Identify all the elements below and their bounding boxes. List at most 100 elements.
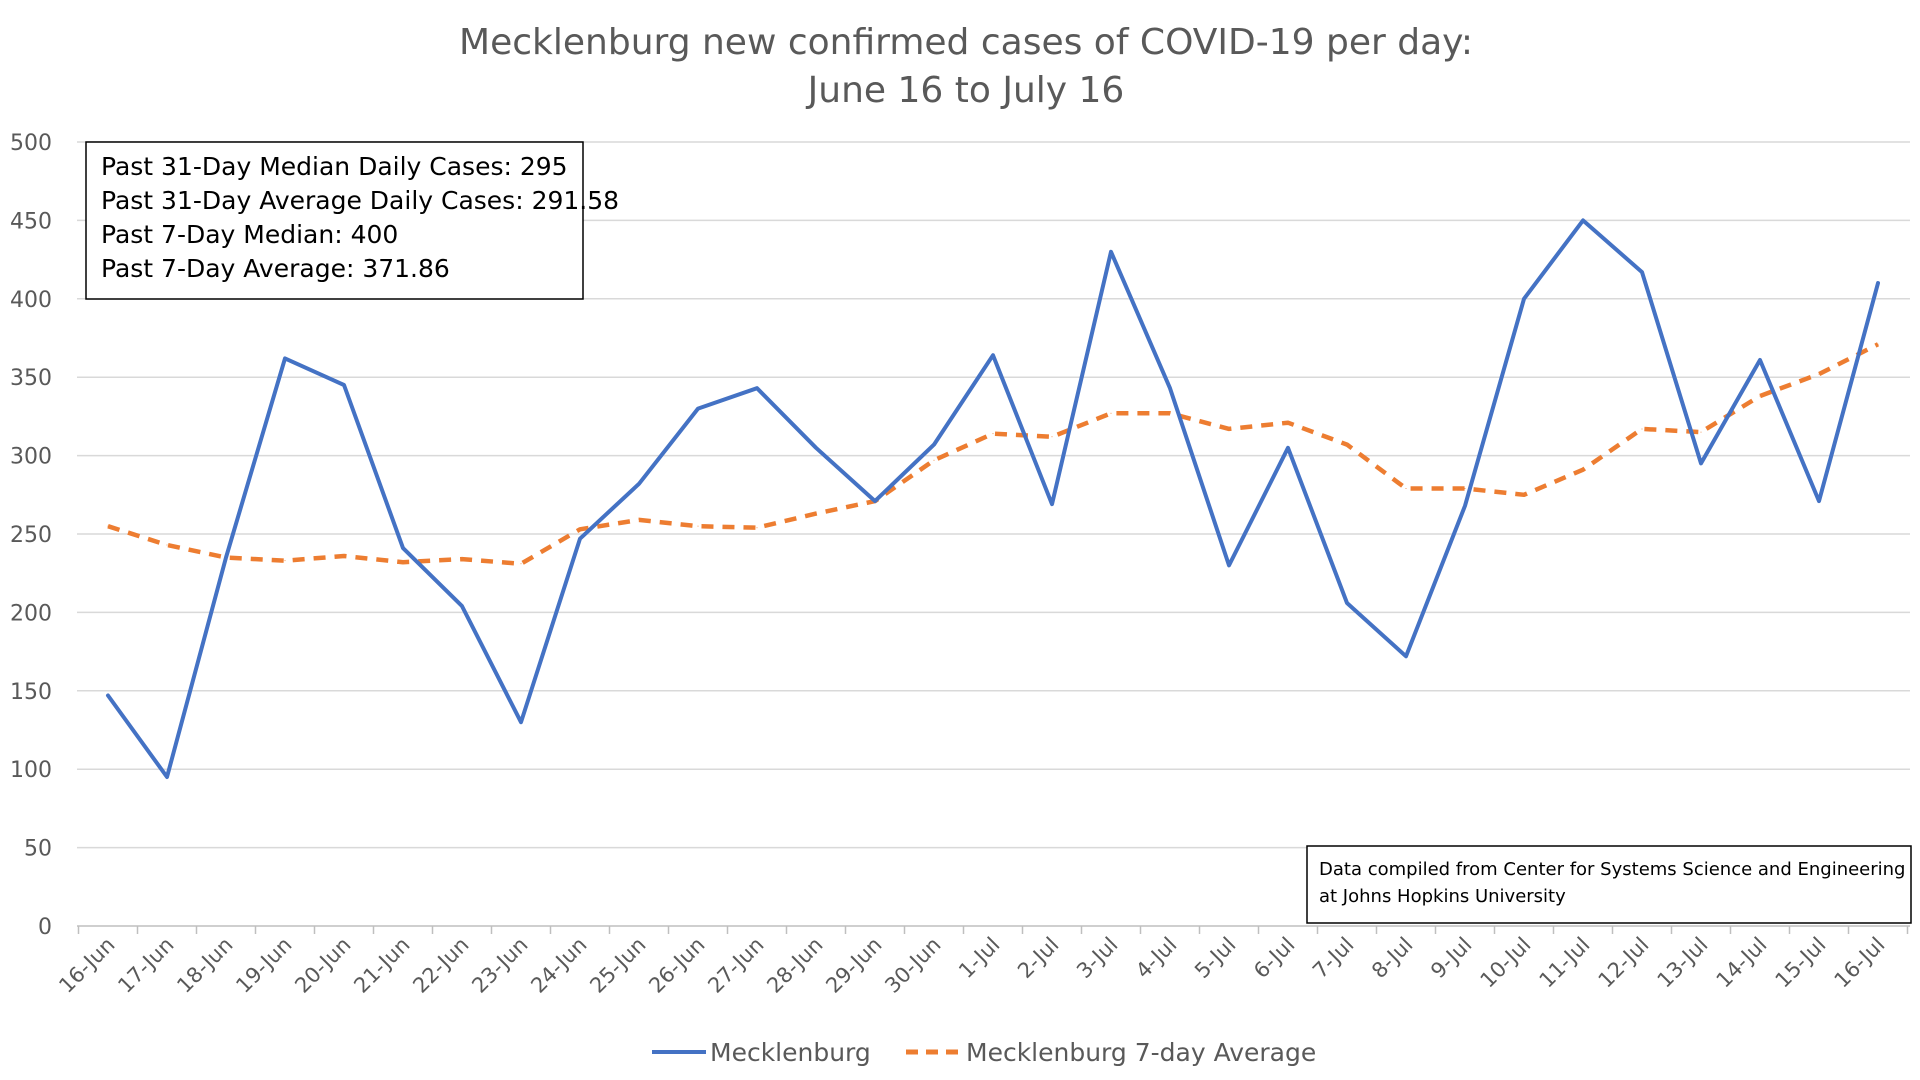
x-tick-label: 13-Jul (1653, 933, 1713, 993)
data-point (166, 776, 168, 778)
data-point (992, 354, 994, 356)
x-tick-label: 23-Jun (467, 933, 532, 998)
y-tick-label: 200 (10, 601, 52, 626)
data-point (1641, 428, 1643, 430)
data-point (1405, 488, 1407, 490)
data-point (343, 384, 345, 386)
data-point (1759, 395, 1761, 397)
data-point (461, 558, 463, 560)
data-point (1523, 494, 1525, 496)
legend-label-7-day-average: Mecklenburg 7-day Average (966, 1038, 1316, 1067)
data-point (1877, 343, 1879, 345)
x-axis: 16-Jun17-Jun18-Jun19-Jun20-Jun21-Jun22-J… (54, 925, 1910, 998)
data-point (1582, 219, 1584, 221)
data-point (1759, 359, 1761, 361)
source-line-1: Data compiled from Center for Systems Sc… (1319, 859, 1906, 880)
data-point (284, 560, 286, 562)
data-point (1346, 602, 1348, 604)
data-point (756, 527, 758, 529)
series-lines (106, 218, 1880, 779)
x-tick-label: 7-Jul (1308, 933, 1359, 984)
legend-item-7-day-average: Mecklenburg 7-day Average (906, 1038, 1316, 1067)
stats-median-31: Past 31-Day Median Daily Cases: 295 (101, 152, 568, 181)
source-box: Data compiled from Center for Systems Sc… (1306, 845, 1912, 924)
y-tick-label: 300 (10, 445, 52, 470)
series-line-mecklenburg (106, 218, 1880, 779)
data-point (579, 538, 581, 540)
x-tick-label: 22-Jun (408, 933, 473, 998)
x-tick-label: 19-Jun (231, 933, 296, 998)
data-point (402, 547, 404, 549)
x-tick-label: 18-Jun (172, 933, 237, 998)
y-tick-label: 250 (10, 523, 52, 548)
x-tick-label: 24-Jun (526, 933, 591, 998)
x-tick-label: 26-Jun (644, 933, 709, 998)
data-point (402, 561, 404, 563)
legend-item-mecklenburg: Mecklenburg (652, 1038, 871, 1067)
x-tick-label: 3-Jul (1072, 933, 1123, 984)
data-point (1051, 436, 1053, 438)
x-tick-label: 29-Jun (821, 933, 886, 998)
data-point (225, 557, 227, 559)
data-point (1169, 387, 1171, 389)
y-axis-ticks: 0 50 100 150 200 250 300 350 400 450 500 (10, 131, 52, 940)
data-point (815, 513, 817, 515)
data-point (1110, 251, 1112, 253)
y-tick-label: 150 (10, 680, 52, 705)
x-tick-label: 14-Jul (1712, 933, 1772, 993)
data-point (1818, 373, 1820, 375)
x-tick-label: 30-Jun (880, 933, 945, 998)
x-tick-label: 10-Jul (1476, 933, 1536, 993)
data-point (343, 555, 345, 557)
chart-subtitle: June 16 to July 16 (806, 70, 1125, 111)
data-point (107, 695, 109, 697)
data-point (1346, 444, 1348, 446)
stats-box: Past 31-Day Median Daily Cases: 295 Past… (85, 141, 619, 300)
legend: Mecklenburg Mecklenburg 7-day Average (652, 1038, 1316, 1067)
source-line-2: at Johns Hopkins University (1319, 886, 1566, 907)
grid-lines (77, 141, 1910, 849)
data-point (1051, 503, 1053, 505)
data-point (815, 447, 817, 449)
x-tick-label: 15-Jul (1771, 933, 1831, 993)
x-tick-label: 8-Jul (1367, 933, 1418, 984)
data-point (638, 483, 640, 485)
data-point (1582, 469, 1584, 471)
x-tick-label: 21-Jun (349, 933, 414, 998)
data-point (166, 544, 168, 546)
data-point (1405, 655, 1407, 657)
data-point (1228, 428, 1230, 430)
data-point (520, 721, 522, 723)
x-tick-label: 9-Jul (1426, 933, 1477, 984)
data-point (1169, 412, 1171, 414)
chart-title: Mecklenburg new confirmed cases of COVID… (459, 22, 1473, 63)
data-point (874, 500, 876, 502)
x-tick-label: 16-Jul (1830, 933, 1890, 993)
data-point (1877, 282, 1879, 284)
x-tick-label: 11-Jul (1535, 933, 1595, 993)
data-point (1228, 564, 1230, 566)
stats-average-7: Past 7-Day Average: 371.86 (101, 254, 450, 283)
data-point (1700, 462, 1702, 464)
data-point (933, 444, 935, 446)
y-tick-label: 400 (10, 288, 52, 313)
x-tick-label: 17-Jun (113, 933, 178, 998)
data-point (1287, 422, 1289, 424)
legend-label-mecklenburg: Mecklenburg (710, 1038, 871, 1067)
data-point (1818, 500, 1820, 502)
y-tick-label: 500 (10, 131, 52, 156)
x-tick-label: 20-Jun (290, 933, 355, 998)
data-point (756, 387, 758, 389)
data-point (107, 525, 109, 527)
x-tick-label: 25-Jun (585, 933, 650, 998)
x-tick-label: 2-Jul (1013, 933, 1064, 984)
x-tick-label: 12-Jul (1594, 933, 1654, 993)
data-point (1700, 431, 1702, 433)
data-point (697, 525, 699, 527)
y-tick-label: 50 (24, 837, 52, 862)
y-tick-label: 100 (10, 758, 52, 783)
data-point (520, 563, 522, 565)
x-tick-label: 4-Jul (1131, 933, 1182, 984)
